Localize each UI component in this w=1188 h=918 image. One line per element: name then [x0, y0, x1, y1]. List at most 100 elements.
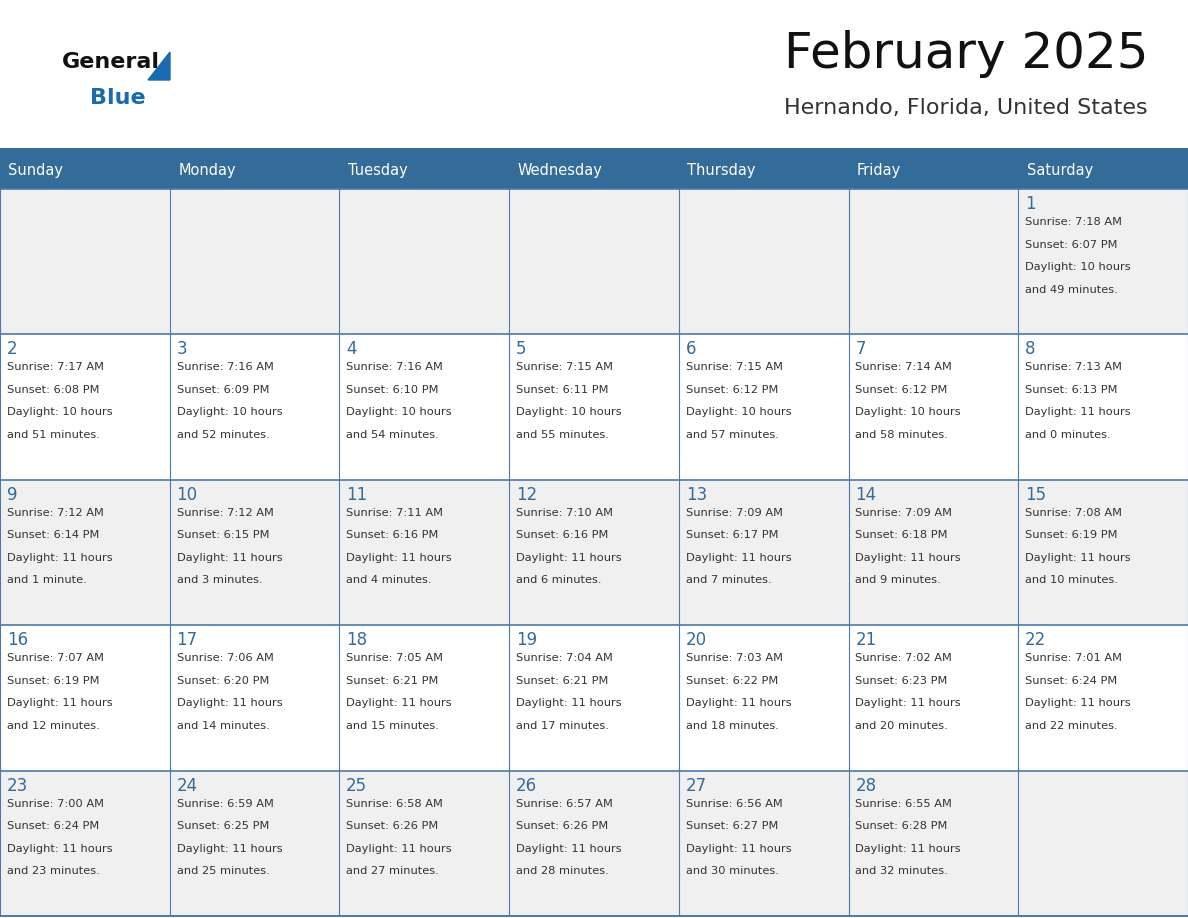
Text: Sunset: 6:07 PM: Sunset: 6:07 PM — [1025, 240, 1118, 250]
Text: 9: 9 — [7, 486, 18, 504]
Text: and 14 minutes.: and 14 minutes. — [177, 721, 270, 731]
Text: Sunrise: 7:09 AM: Sunrise: 7:09 AM — [855, 508, 953, 518]
Text: and 10 minutes.: and 10 minutes. — [1025, 576, 1118, 586]
Text: Daylight: 10 hours: Daylight: 10 hours — [7, 408, 113, 418]
Text: Sunset: 6:19 PM: Sunset: 6:19 PM — [7, 676, 100, 686]
Text: Sunday: Sunday — [8, 163, 63, 178]
Text: and 20 minutes.: and 20 minutes. — [855, 721, 948, 731]
Text: and 18 minutes.: and 18 minutes. — [685, 721, 778, 731]
Text: Sunrise: 7:12 AM: Sunrise: 7:12 AM — [7, 508, 103, 518]
Text: 6: 6 — [685, 341, 696, 358]
Text: Sunset: 6:16 PM: Sunset: 6:16 PM — [516, 531, 608, 541]
Text: and 23 minutes.: and 23 minutes. — [7, 867, 100, 876]
Text: and 7 minutes.: and 7 minutes. — [685, 576, 771, 586]
Text: 11: 11 — [346, 486, 367, 504]
Text: Daylight: 11 hours: Daylight: 11 hours — [855, 553, 961, 563]
Text: 15: 15 — [1025, 486, 1047, 504]
Text: Daylight: 11 hours: Daylight: 11 hours — [177, 553, 282, 563]
Text: Sunset: 6:26 PM: Sunset: 6:26 PM — [346, 821, 438, 831]
Text: Tuesday: Tuesday — [348, 163, 407, 178]
Text: Sunset: 6:10 PM: Sunset: 6:10 PM — [346, 385, 438, 395]
Text: 14: 14 — [855, 486, 877, 504]
Text: 5: 5 — [516, 341, 526, 358]
Text: and 1 minute.: and 1 minute. — [7, 576, 87, 586]
Text: Daylight: 11 hours: Daylight: 11 hours — [346, 553, 451, 563]
Text: Sunset: 6:15 PM: Sunset: 6:15 PM — [177, 531, 268, 541]
Text: Sunrise: 7:18 AM: Sunrise: 7:18 AM — [1025, 217, 1123, 227]
Text: and 9 minutes.: and 9 minutes. — [855, 576, 941, 586]
Text: Sunrise: 7:03 AM: Sunrise: 7:03 AM — [685, 654, 783, 663]
Text: Sunrise: 6:56 AM: Sunrise: 6:56 AM — [685, 799, 783, 809]
Text: Hernando, Florida, United States: Hernando, Florida, United States — [784, 98, 1148, 118]
Text: 27: 27 — [685, 777, 707, 795]
Text: and 55 minutes.: and 55 minutes. — [516, 430, 608, 440]
Text: and 32 minutes.: and 32 minutes. — [855, 867, 948, 876]
Text: Wednesday: Wednesday — [518, 163, 602, 178]
Text: and 4 minutes.: and 4 minutes. — [346, 576, 431, 586]
Text: Sunset: 6:13 PM: Sunset: 6:13 PM — [1025, 385, 1118, 395]
Text: Sunrise: 7:17 AM: Sunrise: 7:17 AM — [7, 363, 103, 373]
Text: Sunset: 6:12 PM: Sunset: 6:12 PM — [855, 385, 948, 395]
Text: Saturday: Saturday — [1026, 163, 1093, 178]
Text: Sunrise: 7:16 AM: Sunrise: 7:16 AM — [177, 363, 273, 373]
Text: Daylight: 11 hours: Daylight: 11 hours — [346, 844, 451, 854]
Text: 2: 2 — [7, 341, 18, 358]
Text: Sunset: 6:12 PM: Sunset: 6:12 PM — [685, 385, 778, 395]
Text: Sunrise: 7:11 AM: Sunrise: 7:11 AM — [346, 508, 443, 518]
Text: 20: 20 — [685, 632, 707, 649]
Text: Sunrise: 7:05 AM: Sunrise: 7:05 AM — [346, 654, 443, 663]
Text: Daylight: 11 hours: Daylight: 11 hours — [7, 699, 113, 709]
Text: 21: 21 — [855, 632, 877, 649]
Text: 16: 16 — [7, 632, 27, 649]
Text: and 25 minutes.: and 25 minutes. — [177, 867, 270, 876]
Text: and 51 minutes.: and 51 minutes. — [7, 430, 100, 440]
Text: 8: 8 — [1025, 341, 1036, 358]
Text: Daylight: 10 hours: Daylight: 10 hours — [346, 408, 451, 418]
Text: Daylight: 10 hours: Daylight: 10 hours — [1025, 262, 1131, 272]
Text: Sunset: 6:16 PM: Sunset: 6:16 PM — [346, 531, 438, 541]
Text: 10: 10 — [177, 486, 197, 504]
Text: Sunrise: 7:08 AM: Sunrise: 7:08 AM — [1025, 508, 1123, 518]
Text: Sunset: 6:09 PM: Sunset: 6:09 PM — [177, 385, 268, 395]
Text: Sunset: 6:21 PM: Sunset: 6:21 PM — [346, 676, 438, 686]
Text: Daylight: 11 hours: Daylight: 11 hours — [855, 699, 961, 709]
Text: Daylight: 11 hours: Daylight: 11 hours — [855, 844, 961, 854]
Text: Daylight: 11 hours: Daylight: 11 hours — [7, 844, 113, 854]
Text: and 6 minutes.: and 6 minutes. — [516, 576, 601, 586]
Text: Sunrise: 7:16 AM: Sunrise: 7:16 AM — [346, 363, 443, 373]
Text: Sunrise: 7:01 AM: Sunrise: 7:01 AM — [1025, 654, 1123, 663]
Text: Sunrise: 6:58 AM: Sunrise: 6:58 AM — [346, 799, 443, 809]
Text: Sunrise: 7:00 AM: Sunrise: 7:00 AM — [7, 799, 103, 809]
Text: Daylight: 11 hours: Daylight: 11 hours — [1025, 408, 1131, 418]
Text: Sunset: 6:22 PM: Sunset: 6:22 PM — [685, 676, 778, 686]
Text: 17: 17 — [177, 632, 197, 649]
Text: Daylight: 11 hours: Daylight: 11 hours — [685, 699, 791, 709]
Text: Sunset: 6:21 PM: Sunset: 6:21 PM — [516, 676, 608, 686]
Text: Sunrise: 7:06 AM: Sunrise: 7:06 AM — [177, 654, 273, 663]
Text: Sunrise: 7:15 AM: Sunrise: 7:15 AM — [516, 363, 613, 373]
Text: Sunrise: 7:04 AM: Sunrise: 7:04 AM — [516, 654, 613, 663]
Text: Sunrise: 7:10 AM: Sunrise: 7:10 AM — [516, 508, 613, 518]
Text: Daylight: 11 hours: Daylight: 11 hours — [346, 699, 451, 709]
Text: Sunset: 6:23 PM: Sunset: 6:23 PM — [855, 676, 948, 686]
Text: February 2025: February 2025 — [784, 30, 1148, 78]
Text: Sunset: 6:20 PM: Sunset: 6:20 PM — [177, 676, 268, 686]
Text: Sunrise: 7:13 AM: Sunrise: 7:13 AM — [1025, 363, 1123, 373]
Text: Sunrise: 6:57 AM: Sunrise: 6:57 AM — [516, 799, 613, 809]
Text: 3: 3 — [177, 341, 188, 358]
Text: Sunset: 6:27 PM: Sunset: 6:27 PM — [685, 821, 778, 831]
Text: Sunset: 6:08 PM: Sunset: 6:08 PM — [7, 385, 100, 395]
Text: 24: 24 — [177, 777, 197, 795]
Text: General: General — [62, 52, 160, 72]
Text: Sunset: 6:28 PM: Sunset: 6:28 PM — [855, 821, 948, 831]
Text: 7: 7 — [855, 341, 866, 358]
Text: Daylight: 11 hours: Daylight: 11 hours — [685, 553, 791, 563]
Text: and 17 minutes.: and 17 minutes. — [516, 721, 608, 731]
Text: Daylight: 11 hours: Daylight: 11 hours — [7, 553, 113, 563]
Text: 28: 28 — [855, 777, 877, 795]
Text: and 0 minutes.: and 0 minutes. — [1025, 430, 1111, 440]
Text: 25: 25 — [346, 777, 367, 795]
Text: Sunrise: 7:09 AM: Sunrise: 7:09 AM — [685, 508, 783, 518]
Text: Sunrise: 7:02 AM: Sunrise: 7:02 AM — [855, 654, 953, 663]
Text: Daylight: 10 hours: Daylight: 10 hours — [177, 408, 282, 418]
